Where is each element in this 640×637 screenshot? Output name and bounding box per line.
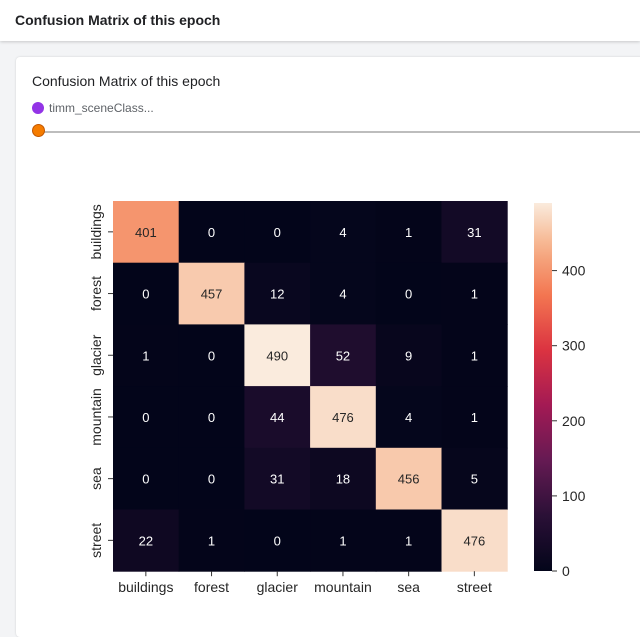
heatmap-cell — [244, 201, 311, 264]
heatmap-cell — [178, 201, 245, 264]
cell-value-label: 476 — [463, 533, 485, 548]
cell-value-label: 1 — [471, 287, 478, 302]
cell-value-label: 4 — [339, 287, 346, 302]
heatmap-cell — [375, 386, 442, 449]
cell-value-label: 52 — [336, 348, 350, 363]
cell-value-label: 18 — [336, 472, 350, 487]
heatmap-cell — [178, 447, 245, 510]
y-tick-label: buildings — [88, 204, 104, 259]
cell-value-label: 457 — [201, 287, 223, 302]
cell-value-label: 22 — [139, 533, 153, 548]
cell-value-label: 0 — [274, 225, 281, 240]
heatmap-cell — [310, 509, 377, 572]
cell-value-label: 401 — [135, 225, 157, 240]
cell-value-label: 44 — [270, 410, 284, 425]
cell-value-label: 490 — [266, 348, 288, 363]
y-tick-label: street — [88, 523, 104, 558]
heatmap-cell — [441, 447, 508, 510]
cell-value-label: 1 — [208, 533, 215, 548]
cell-value-label: 0 — [142, 410, 149, 425]
x-tick-label: sea — [397, 579, 420, 595]
heatmap-cell — [310, 201, 377, 264]
cell-value-label: 0 — [142, 472, 149, 487]
cell-value-label: 12 — [270, 287, 284, 302]
heatmap-cell — [441, 324, 508, 387]
heatmap-cell — [244, 386, 311, 449]
page-title: Confusion Matrix of this epoch — [15, 12, 221, 28]
run-legend[interactable]: timm_sceneClass... — [32, 101, 154, 115]
heatmap-cell — [178, 509, 245, 572]
run-label: timm_sceneClass... — [49, 101, 154, 115]
colorbar-tick-label: 200 — [562, 413, 586, 429]
cell-value-label: 1 — [471, 348, 478, 363]
cell-value-label: 1 — [405, 225, 412, 240]
cell-value-label: 1 — [471, 410, 478, 425]
heatmap-cell — [113, 386, 180, 449]
card-title: Confusion Matrix of this epoch — [32, 73, 221, 89]
heatmap-cell — [178, 262, 245, 325]
cell-value-label: 31 — [467, 225, 481, 240]
cell-value-label: 9 — [405, 348, 412, 363]
cell-value-label: 0 — [208, 472, 215, 487]
top-bar: Confusion Matrix of this epoch — [0, 0, 640, 41]
x-tick-label: forest — [194, 579, 229, 595]
step-slider-track[interactable] — [39, 131, 640, 133]
y-tick-label: glacier — [88, 334, 104, 376]
x-tick-label: glacier — [257, 579, 299, 595]
x-tick-label: street — [457, 579, 492, 595]
cell-value-label: 476 — [332, 410, 354, 425]
heatmap-cell — [375, 262, 442, 325]
heatmap-cell — [113, 201, 180, 264]
cell-value-label: 0 — [405, 287, 412, 302]
heatmap-cell — [178, 324, 245, 387]
heatmap-cell — [441, 201, 508, 264]
cell-value-label: 0 — [208, 348, 215, 363]
heatmap-cell — [244, 509, 311, 572]
colorbar-tick-label: 400 — [562, 263, 586, 279]
colorbar-tick-label: 100 — [562, 488, 586, 504]
heatmap-cell — [441, 262, 508, 325]
heatmap-cell — [244, 262, 311, 325]
x-tick-label: buildings — [118, 579, 173, 595]
y-tick-label: mountain — [88, 388, 104, 446]
colorbar-tick-label: 0 — [562, 563, 570, 579]
heatmap-cell — [113, 262, 180, 325]
cell-value-label: 4 — [405, 410, 412, 425]
heatmap-cell — [113, 324, 180, 387]
cell-value-label: 0 — [274, 533, 281, 548]
cell-value-label: 0 — [208, 225, 215, 240]
heatmap-cell — [441, 509, 508, 572]
heatmap-cell — [310, 262, 377, 325]
heatmap-cell — [244, 447, 311, 510]
heatmap-cell — [113, 447, 180, 510]
colorbar-tick-label: 300 — [562, 338, 586, 354]
heatmap-cell — [375, 324, 442, 387]
heatmap-cell — [113, 509, 180, 572]
heatmap-cell — [178, 386, 245, 449]
heatmap-cell — [441, 386, 508, 449]
cell-value-label: 4 — [339, 225, 346, 240]
cell-value-label: 1 — [142, 348, 149, 363]
cell-value-label: 31 — [270, 472, 284, 487]
step-slider-thumb[interactable] — [32, 124, 45, 137]
cell-value-label: 5 — [471, 472, 478, 487]
heatmap-cell — [375, 201, 442, 264]
confusion-matrix-heatmap: 401 0 0 4 1 310 457 12 4 0 11 0 490 52 9 10 0 44 476 4 10 0 31… — [88, 201, 586, 595]
heatmap-cell — [375, 509, 442, 572]
heatmap-cell — [375, 447, 442, 510]
y-tick-label: forest — [88, 276, 104, 311]
run-color-dot — [32, 102, 44, 114]
cell-value-label: 0 — [142, 287, 149, 302]
heatmap-cell — [310, 447, 377, 510]
x-tick-label: mountain — [314, 579, 372, 595]
heatmap-cell — [310, 324, 377, 387]
heatmap-cell — [244, 324, 311, 387]
y-tick-label: sea — [88, 467, 104, 490]
cell-value-label: 0 — [208, 410, 215, 425]
heatmap-cell — [310, 386, 377, 449]
cell-value-label: 1 — [405, 533, 412, 548]
colorbar — [534, 203, 552, 571]
cell-value-label: 1 — [339, 533, 346, 548]
cell-value-label: 456 — [398, 472, 420, 487]
